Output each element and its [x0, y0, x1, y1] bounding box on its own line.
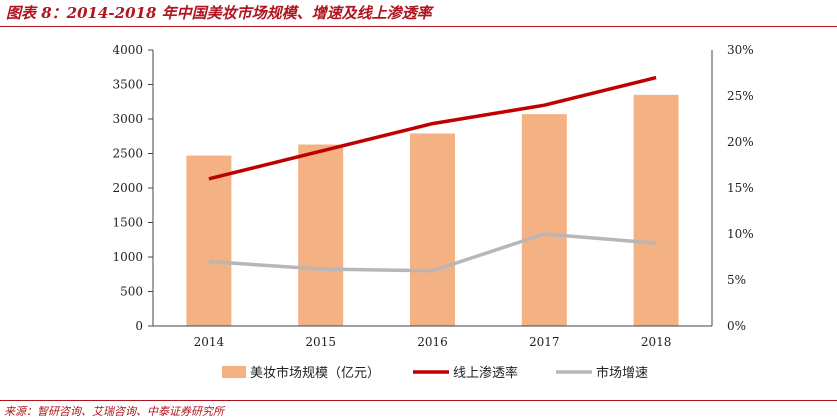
- y-right-tick-label: 0%: [727, 319, 746, 333]
- y-right-tick-label: 15%: [727, 181, 754, 195]
- title-rule: [0, 26, 837, 27]
- legend-online-penetration-label: 线上渗透率: [453, 365, 518, 381]
- x-tick-label: 2017: [529, 335, 560, 349]
- bar-market-size: [633, 94, 679, 326]
- line-online-penetration: [208, 75, 657, 181]
- y-right-tick-label: 5%: [727, 273, 746, 287]
- y-left-tick-label: 500: [120, 285, 143, 299]
- y-right-tick-label: 10%: [727, 227, 754, 241]
- legend-market-growth-label: 市场增速: [596, 365, 648, 381]
- legend-market-size-swatch: [222, 366, 246, 378]
- bar-market-size: [298, 144, 344, 326]
- x-tick-label: 2016: [417, 335, 448, 349]
- y-right-tick-label: 25%: [727, 89, 754, 103]
- y-right-tick-label: 20%: [727, 135, 754, 149]
- chart-title: 图表 8：2014-2018 年中国美妆市场规模、增速及线上渗透率: [6, 4, 432, 22]
- source-note: 来源：智研咨询、艾瑞咨询、中泰证券研究所: [4, 405, 224, 418]
- x-tick-label: 2014: [194, 335, 225, 349]
- y-left-tick-label: 3000: [112, 112, 143, 126]
- line-market-growth: [208, 232, 657, 273]
- bar-market-size: [521, 114, 567, 326]
- source-rule: [0, 400, 837, 401]
- x-tick-label: 2018: [641, 335, 672, 349]
- y-left-tick-label: 2000: [112, 181, 143, 195]
- y-left-tick-label: 3500: [112, 78, 143, 92]
- bar-market-size: [410, 133, 455, 326]
- y-left-tick-label: 1500: [112, 216, 143, 230]
- y-left-tick-label: 0: [135, 319, 143, 333]
- legend-market-size-label: 美妆市场规模（亿元）: [250, 365, 380, 381]
- bar-market-size: [186, 155, 232, 326]
- y-right-tick-label: 30%: [727, 43, 754, 57]
- y-left-tick-label: 2500: [112, 147, 143, 161]
- x-tick-label: 2015: [305, 335, 336, 349]
- chart: 0 500 1000 1500 2000 2500 3000 3500 4000 0% 5% 10% 1…: [112, 43, 754, 381]
- y-left-tick-label: 4000: [112, 43, 143, 57]
- y-left-tick-label: 1000: [112, 250, 143, 264]
